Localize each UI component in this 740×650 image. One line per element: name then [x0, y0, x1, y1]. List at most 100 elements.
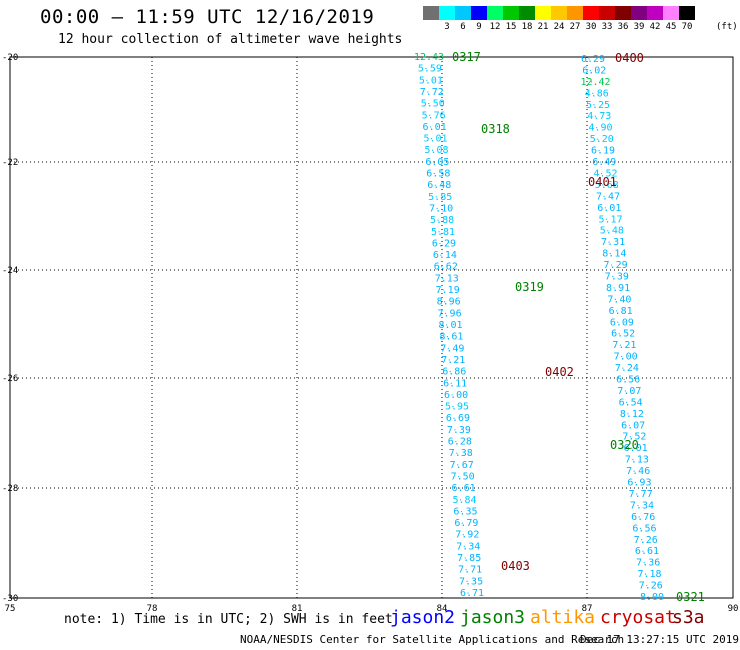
footer-credit: NOAA/NESDIS Center for Satellite Applica…: [240, 633, 625, 646]
track-a-value: 6.00: [444, 390, 468, 401]
legend-swatch: [439, 6, 455, 20]
track-a-dot: [440, 254, 442, 256]
y-axis-label: -26: [2, 374, 18, 384]
track-a-dot: [458, 487, 461, 489]
track-a-value: 7.38: [449, 448, 473, 459]
track-b-dot: [602, 184, 604, 186]
track-a-value: 6.05: [425, 157, 449, 168]
track-b-value: 5.25: [586, 100, 610, 111]
legend-swatch: [423, 6, 439, 20]
track-a-value: 6.61: [452, 483, 476, 494]
track-a-value: 7.71: [458, 565, 482, 576]
track-b-value: 8.91: [606, 283, 630, 294]
track-b-value: 4.73: [587, 111, 611, 122]
track-b-dot: [610, 264, 613, 266]
legend-label: 27: [569, 22, 581, 32]
track-a-dot: [464, 557, 466, 559]
track-a-dot: [436, 207, 438, 210]
track-b-value: 6.61: [635, 546, 659, 557]
legend-label: 18: [521, 22, 533, 32]
track-b-value: 5.68: [595, 180, 619, 191]
footer-note: note: 1) Time is in UTC; 2) SWH is in fe…: [64, 612, 393, 627]
track-a-value: 8.01: [438, 320, 462, 331]
track-b-dot: [592, 92, 594, 94]
pass-id-label: 0317: [452, 50, 481, 64]
track-b-value: 6.56: [632, 523, 656, 534]
legend-swatch: [471, 6, 487, 20]
track-b-dot: [636, 493, 638, 495]
track-b-dot: [605, 218, 608, 220]
track-a-dot: [456, 452, 458, 454]
track-a-value: 5.95: [445, 402, 469, 413]
track-a-value: 6.11: [443, 378, 467, 389]
legend-label: 15: [505, 22, 517, 32]
track-a-dot: [459, 499, 462, 501]
track-a-dot: [448, 359, 450, 361]
y-axis-label: -22: [2, 158, 18, 168]
y-axis-label: -28: [2, 484, 18, 494]
legend-swatch: [679, 6, 695, 20]
track-a-dot: [429, 114, 431, 116]
track-b-dot: [597, 138, 599, 140]
x-axis-label: 90: [728, 604, 739, 614]
track-b-dot: [631, 447, 633, 449]
track-a-value: 7.34: [456, 541, 480, 552]
legend-label: 33: [601, 22, 613, 32]
track-b-dot: [623, 378, 625, 381]
track-b-value: 6.93: [627, 478, 651, 489]
track-a-dot: [427, 91, 429, 93]
track-b-value: 8.12: [620, 409, 644, 420]
page-subtitle: 12 hour collection of altimeter wave hei…: [58, 32, 403, 47]
track-a-dot: [458, 475, 460, 478]
track-b-value: 5.48: [600, 226, 624, 237]
track-b-value: 8.14: [602, 249, 626, 260]
track-b-value: 7.21: [612, 340, 636, 351]
track-b-value: 7.52: [622, 432, 646, 443]
map-frame: [9, 56, 734, 599]
track-a-dot: [434, 184, 436, 186]
track-b-dot: [593, 104, 595, 106]
track-b-value: 7.26: [639, 581, 663, 592]
track-b-dot: [632, 459, 634, 461]
pass-id-label: 0318: [481, 122, 510, 136]
track-a-value: 6.69: [446, 413, 470, 424]
legend-swatch: [567, 6, 583, 20]
track-a-value: 5.76: [422, 110, 446, 121]
track-b-value: 4.90: [588, 123, 612, 134]
legend-swatch: [615, 6, 631, 20]
track-b-value: 8.00: [640, 592, 664, 603]
legend-label: 42: [649, 22, 661, 32]
track-a-dot: [457, 464, 459, 466]
track-a-value: 6.86: [442, 367, 466, 378]
legend-swatch: [503, 6, 519, 20]
page-title: 00:00 — 11:59 UTC 12/16/2019: [40, 6, 375, 28]
track-a-dot: [462, 534, 464, 536]
x-axis-label: 84: [437, 604, 448, 614]
track-b-dot: [594, 115, 596, 117]
track-a-dot: [433, 172, 435, 175]
track-a-dot: [444, 312, 447, 314]
track-a-value: 5.88: [430, 215, 454, 226]
track-b-value: 6.56: [616, 375, 640, 386]
track-b-dot: [589, 69, 591, 72]
track-b-dot: [638, 516, 640, 518]
track-b-value: 7.13: [625, 455, 649, 466]
track-a-dot: [431, 149, 434, 151]
legend-swatch: [647, 6, 663, 20]
legend-label: 24: [553, 22, 565, 32]
track-a-value: 7.21: [441, 355, 465, 366]
track-b-value: 7.26: [634, 535, 658, 546]
track-b-dot: [637, 504, 639, 507]
track-b-dot: [590, 81, 593, 83]
track-b-value: 7.40: [607, 294, 631, 305]
track-b-dot: [644, 573, 647, 575]
y-axis-label: -30: [2, 594, 18, 604]
track-b-dot: [626, 401, 628, 404]
track-b-value: 6.54: [619, 397, 643, 408]
track-b-dot: [634, 481, 637, 484]
track-b-dot: [613, 287, 615, 289]
track-b-value: 7.77: [629, 489, 653, 500]
track-a-value: 5.59: [418, 64, 442, 75]
track-a-value: 7.35: [459, 576, 483, 587]
